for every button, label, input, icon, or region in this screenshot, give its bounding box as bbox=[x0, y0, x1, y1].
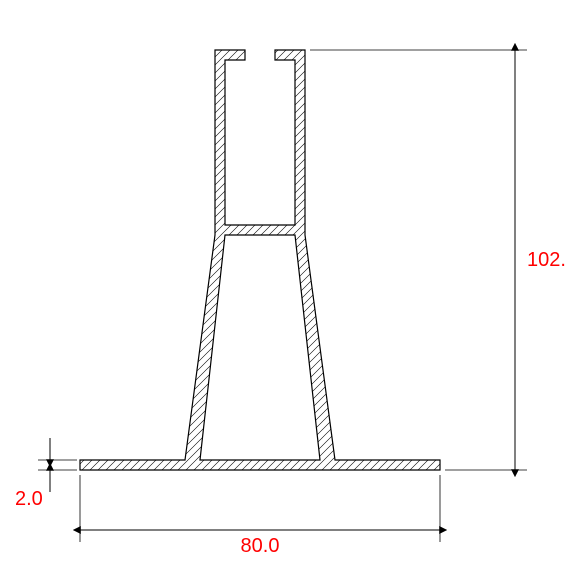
dim-value-thickness: 2.0 bbox=[15, 488, 43, 510]
dim-value-width: 80.0 bbox=[241, 535, 280, 557]
dim-value-height: 102.0 bbox=[527, 249, 566, 271]
profile-outline bbox=[80, 50, 440, 470]
